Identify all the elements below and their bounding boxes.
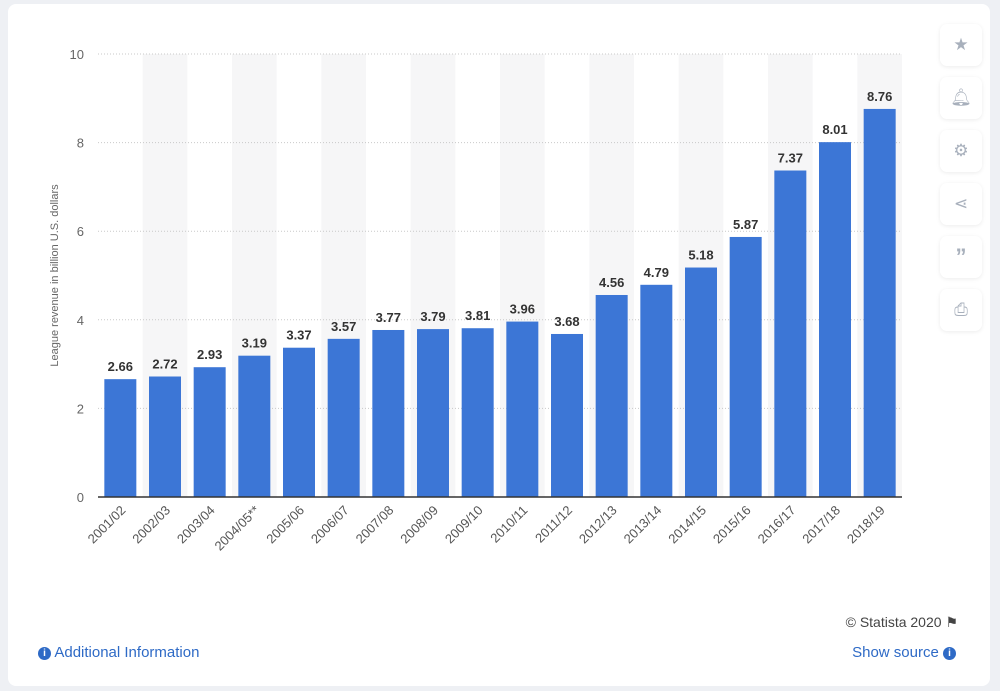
data-label: 3.77 [376, 310, 401, 325]
y-tick-label: 2 [77, 401, 84, 416]
data-label: 8.76 [867, 89, 892, 104]
show-source-link[interactable]: Show source i [852, 644, 956, 661]
data-label: 7.37 [778, 151, 803, 166]
y-tick-label: 4 [77, 313, 84, 328]
gear-icon: ⚙ [953, 141, 969, 160]
x-tick-label: 2014/15 [665, 503, 709, 547]
favorite-button[interactable]: ★ [940, 24, 982, 66]
x-tick-label: 2009/10 [442, 503, 486, 547]
copyright-text: © Statista 2020 [845, 614, 942, 630]
y-tick-label: 0 [77, 490, 84, 505]
data-label: 3.19 [242, 336, 267, 351]
cite-button[interactable]: ” [940, 236, 982, 278]
settings-button[interactable]: ⚙ [940, 130, 982, 172]
bar [283, 347, 315, 497]
x-tick-label: 2011/12 [532, 503, 575, 546]
data-label: 3.79 [420, 309, 445, 324]
data-label: 2.66 [108, 359, 133, 374]
bar [104, 379, 137, 497]
data-label: 8.01 [822, 122, 847, 137]
additional-information-link[interactable]: i Additional Information [38, 644, 199, 661]
x-tick-label: 2005/06 [263, 503, 307, 547]
info-icon: i [943, 647, 956, 660]
x-tick-label: 2012/13 [576, 503, 620, 547]
x-tick-label: 2006/07 [308, 503, 352, 547]
notification-button[interactable]: 🔔︎ [940, 77, 982, 119]
additional-information-label: Additional Information [54, 644, 200, 661]
bar [729, 236, 762, 498]
x-tick-label: 2013/14 [621, 503, 665, 547]
x-tick-label: 2018/19 [844, 503, 888, 547]
bar-chart: 0 2 4 6 8 10 League revenue in billion U.S. do… [49, 47, 902, 554]
data-label: 5.87 [733, 217, 758, 232]
star-icon: ★ [953, 35, 969, 54]
show-source-label: Show source [852, 644, 939, 661]
bar [774, 170, 807, 497]
x-tick-label: 2007/08 [353, 503, 397, 547]
flag-icon: ⚑ [945, 614, 958, 630]
copyright: © Statista 2020 ⚑ [846, 614, 958, 631]
y-tick-label: 6 [77, 224, 84, 239]
x-tick-label: 2017/18 [799, 503, 843, 547]
x-tick-label: 2016/17 [755, 503, 799, 547]
bar [149, 376, 181, 497]
data-label: 5.18 [688, 248, 713, 263]
toolbar: ★ 🔔︎ ⚙ ⋖ ” ⎙ [940, 24, 982, 342]
bar [417, 329, 449, 497]
bell-icon: 🔔︎ [950, 88, 972, 107]
data-label: 3.81 [465, 308, 490, 323]
bar [819, 142, 851, 498]
x-tick-label: 2015/16 [710, 503, 754, 547]
data-label: 3.68 [554, 314, 579, 329]
x-tick-label: 2004/05** [211, 503, 262, 554]
info-icon: i [38, 647, 51, 660]
x-tick-label: 2010/11 [487, 503, 530, 546]
quote-icon: ” [955, 244, 967, 269]
bar [640, 284, 673, 497]
x-tick-label: 2003/04 [174, 503, 218, 547]
bar [327, 338, 360, 497]
y-tick-label: 8 [77, 136, 84, 151]
bar [551, 333, 583, 497]
data-label: 4.79 [644, 265, 669, 280]
share-icon: ⋖ [953, 194, 969, 213]
share-button[interactable]: ⋖ [940, 183, 982, 225]
bar [863, 108, 896, 497]
print-button[interactable]: ⎙ [940, 289, 982, 331]
x-tick-label: 2001/02 [85, 503, 129, 547]
bar [193, 367, 226, 497]
data-label: 3.37 [286, 328, 311, 343]
y-axis-label: League revenue in billion U.S. dollars [49, 184, 61, 367]
chart-card: 0 2 4 6 8 10 League revenue in billion U.S. do… [8, 4, 990, 686]
x-tick-label: 2008/09 [397, 503, 441, 547]
data-label: 4.56 [599, 275, 624, 290]
data-label: 3.96 [510, 302, 535, 317]
y-tick-label: 10 [70, 47, 84, 62]
data-label: 3.57 [331, 319, 356, 334]
bar [685, 267, 717, 497]
bar [595, 294, 628, 497]
print-icon: ⎙ [954, 300, 968, 319]
bar [372, 329, 405, 497]
data-label: 2.93 [197, 347, 222, 362]
bar [238, 355, 271, 497]
bar [461, 328, 494, 497]
x-tick-label: 2002/03 [129, 503, 173, 547]
bar [506, 321, 539, 497]
data-label: 2.72 [152, 357, 177, 372]
